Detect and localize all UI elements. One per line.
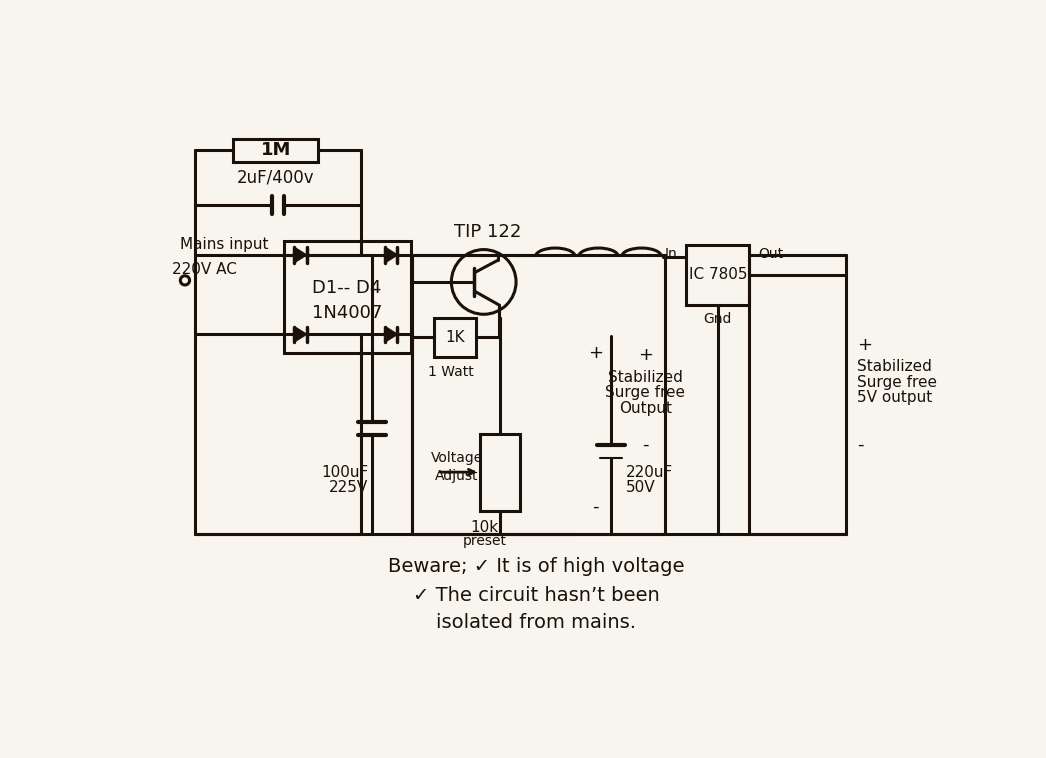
Text: 10k: 10k [471, 520, 499, 535]
Text: 1 Watt: 1 Watt [428, 365, 474, 379]
Text: Surge free: Surge free [606, 385, 685, 400]
Text: -: - [857, 436, 864, 454]
Text: 220uF: 220uF [627, 465, 674, 480]
Text: 100uF: 100uF [321, 465, 368, 480]
Text: isolated from mains.: isolated from mains. [436, 612, 636, 631]
Text: ✓ The circuit hasn’t been: ✓ The circuit hasn’t been [413, 586, 659, 605]
Polygon shape [294, 247, 306, 263]
Text: preset: preset [462, 534, 506, 548]
Polygon shape [385, 327, 397, 342]
Text: Out: Out [758, 247, 783, 262]
Text: 2uF/400v: 2uF/400v [237, 168, 315, 186]
Text: 5V output: 5V output [857, 390, 932, 405]
Text: IC 7805: IC 7805 [688, 268, 747, 283]
Bar [434, 318, 476, 356]
Text: TIP 122: TIP 122 [454, 223, 521, 241]
Text: 50V: 50V [627, 480, 656, 495]
Text: Stabilized: Stabilized [857, 359, 932, 374]
Text: 225V: 225V [328, 480, 368, 495]
Text: Surge free: Surge free [857, 374, 937, 390]
Text: Gnd: Gnd [704, 312, 732, 326]
Text: +: + [857, 336, 872, 354]
Bar [233, 139, 318, 161]
Text: 220V AC: 220V AC [172, 262, 236, 277]
Text: In: In [664, 247, 677, 262]
Text: 1M: 1M [260, 141, 291, 159]
Text: Beware; ✓ It is of high voltage: Beware; ✓ It is of high voltage [388, 557, 684, 576]
Text: Voltage: Voltage [431, 451, 483, 465]
Text: Stabilized: Stabilized [608, 370, 683, 385]
Text: -: - [592, 498, 598, 515]
Text: Adjust: Adjust [435, 469, 478, 483]
Bar [283, 241, 411, 352]
Text: Mains input: Mains input [180, 237, 269, 252]
Bar [686, 245, 749, 305]
Text: -: - [642, 436, 649, 454]
Text: D1-- D4: D1-- D4 [313, 279, 382, 297]
Polygon shape [385, 247, 397, 263]
Text: +: + [588, 344, 602, 362]
Polygon shape [294, 327, 306, 342]
Text: 1N4007: 1N4007 [312, 304, 382, 321]
Text: Output: Output [619, 401, 672, 415]
Text: +: + [638, 346, 653, 364]
Bar [480, 434, 520, 511]
Text: 1K: 1K [445, 330, 464, 345]
